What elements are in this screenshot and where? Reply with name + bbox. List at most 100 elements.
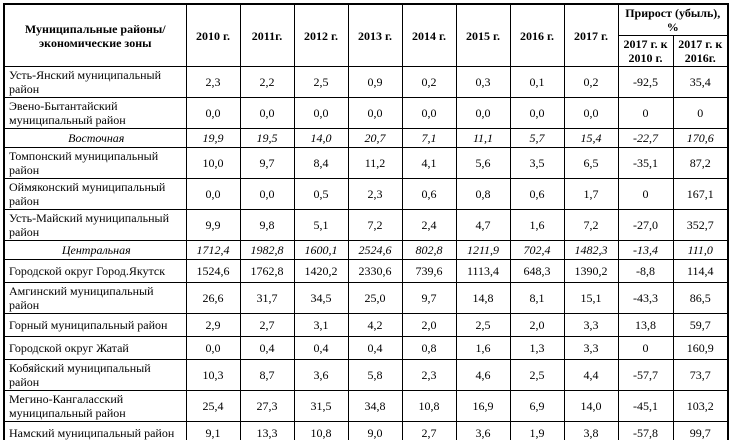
district-row: Городской округ Жатай 0,0 0,4 0,4 0,4 0,8 1,6 1… — [3, 336, 729, 360]
cell-value: 2,0 — [509, 313, 565, 337]
cell-value: 0,5 — [293, 178, 349, 210]
cell-value: 1,9 — [509, 421, 565, 440]
cell-value: 31,7 — [239, 282, 295, 314]
cell-value: 34,8 — [347, 390, 403, 422]
cell-value: 1113,4 — [455, 259, 511, 283]
district-row: Эвено-Бытантайский муниципальный район 0,… — [3, 97, 729, 129]
row-name: Намский муниципальный район — [3, 421, 187, 440]
cell-value: 6,9 — [509, 390, 565, 422]
cell-value: 2,7 — [401, 421, 457, 440]
year-header-2010: 2010 г. — [185, 3, 241, 67]
cell-value: 10,0 — [185, 147, 241, 179]
cell-value: 170,6 — [672, 128, 729, 148]
cell-value: 0,4 — [347, 336, 403, 360]
district-row: Усть-Майский муниципальный район 9,9 9,8 5,… — [3, 209, 729, 241]
cell-value: 0,4 — [239, 336, 295, 360]
cell-value: -43,3 — [617, 282, 674, 314]
cell-value: 0 — [672, 97, 729, 129]
cell-value: -57,7 — [617, 359, 674, 391]
cell-value: 15,4 — [563, 128, 619, 148]
cell-value: 27,3 — [239, 390, 295, 422]
cell-value: 7,2 — [347, 209, 403, 241]
cell-value: 5,6 — [455, 147, 511, 179]
cell-value: -35,1 — [617, 147, 674, 179]
cell-value: 0,0 — [185, 178, 241, 210]
cell-value: 8,7 — [239, 359, 295, 391]
cell-value: 8,4 — [293, 147, 349, 179]
cell-value: 0 — [617, 336, 674, 360]
cell-value: 4,1 — [401, 147, 457, 179]
cell-value: 59,7 — [672, 313, 729, 337]
row-name: Кобяйский муниципальный район — [3, 359, 187, 391]
cell-value: 167,1 — [672, 178, 729, 210]
cell-value: 1982,8 — [239, 240, 295, 260]
district-row: Оймяконский муниципальный район 0,0 0,0 0,5… — [3, 178, 729, 210]
cell-value: 739,6 — [401, 259, 457, 283]
cell-value: 648,3 — [509, 259, 565, 283]
cell-value: 0,8 — [455, 178, 511, 210]
cell-value: 4,6 — [455, 359, 511, 391]
zone-row: Центральная 1712,4 1982,8 1600,1 2524,6 802,8… — [3, 240, 729, 260]
cell-value: 0,0 — [455, 97, 511, 129]
cell-value: 0,1 — [509, 66, 565, 98]
cell-value: 4,2 — [347, 313, 403, 337]
cell-value: 0,0 — [347, 97, 403, 129]
cell-value: -57,8 — [617, 421, 674, 440]
cell-value: 99,7 — [672, 421, 729, 440]
cell-value: 3,6 — [293, 359, 349, 391]
cell-value: 14,0 — [563, 390, 619, 422]
cell-value: 1762,8 — [239, 259, 295, 283]
cell-value: 5,1 — [293, 209, 349, 241]
cell-value: 0,6 — [401, 178, 457, 210]
cell-value: -13,4 — [617, 240, 674, 260]
cell-value: 2,3 — [347, 178, 403, 210]
district-row: Кобяйский муниципальный район 10,3 8,7 3,6 5… — [3, 359, 729, 391]
growth-column-header: Прирост (убыль), % — [617, 3, 729, 36]
row-name: Эвено-Бытантайский муниципальный район — [3, 97, 187, 129]
row-name: Центральная — [3, 240, 187, 260]
cell-value: 1,7 — [563, 178, 619, 210]
district-row: Амгинский муниципальный район 26,6 31,7 34,… — [3, 282, 729, 314]
cell-value: -45,1 — [617, 390, 674, 422]
header-row-sub: 2017 г. к 2010 г. 2017 г. к 2016г. — [4, 35, 729, 67]
cell-value: 2,3 — [401, 359, 457, 391]
cell-value: 16,9 — [455, 390, 511, 422]
cell-value: 10,8 — [293, 421, 349, 440]
row-name: Томпонский муниципальный район — [3, 147, 187, 179]
cell-value: 114,4 — [672, 259, 729, 283]
cell-value: 19,9 — [185, 128, 241, 148]
cell-value: 1600,1 — [293, 240, 349, 260]
year-header-2014: 2014 г. — [401, 3, 457, 67]
table-header: Муниципальные районы/ экономические зоны… — [3, 3, 729, 67]
cell-value: 1524,6 — [185, 259, 241, 283]
growth-subheader-2010: 2017 г. к 2010 г. — [617, 35, 674, 67]
cell-value: 2330,6 — [347, 259, 403, 283]
cell-value: 2,7 — [239, 313, 295, 337]
cell-value: 160,9 — [672, 336, 729, 360]
cell-value: 2,5 — [509, 359, 565, 391]
cell-value: 1211,9 — [455, 240, 511, 260]
cell-value: 34,5 — [293, 282, 349, 314]
cell-value: 3,5 — [509, 147, 565, 179]
district-row: Намский муниципальный район 9,1 13,3 10,8 9,… — [3, 421, 729, 440]
cell-value: 19,5 — [239, 128, 295, 148]
cell-value: -27,0 — [617, 209, 674, 241]
cell-value: 0,0 — [239, 97, 295, 129]
district-row: Городской округ Город.Якутск 1524,6 1762,8… — [3, 259, 729, 283]
cell-value: 0,2 — [563, 66, 619, 98]
cell-value: 0,3 — [455, 66, 511, 98]
cell-value: 1,6 — [455, 336, 511, 360]
cell-value: 9,8 — [239, 209, 295, 241]
cell-value: 9,1 — [185, 421, 241, 440]
cell-value: 87,2 — [672, 147, 729, 179]
cell-value: 9,7 — [401, 282, 457, 314]
cell-value: 0,0 — [185, 336, 241, 360]
cell-value: 1420,2 — [293, 259, 349, 283]
row-name: Амгинский муниципальный район — [3, 282, 187, 314]
cell-value: 6,5 — [563, 147, 619, 179]
cell-value: 0,0 — [239, 178, 295, 210]
statistics-table: Муниципальные районы/ экономические зоны… — [3, 3, 730, 440]
year-header-2015: 2015 г. — [455, 3, 511, 67]
cell-value: 103,2 — [672, 390, 729, 422]
row-name: Восточная — [3, 128, 187, 148]
